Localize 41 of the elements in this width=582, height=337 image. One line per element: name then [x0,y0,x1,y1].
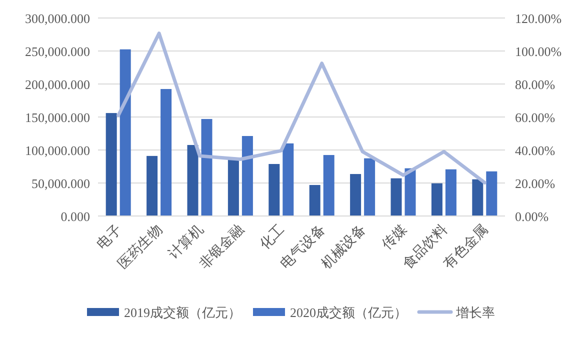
bar [268,164,280,216]
bar [404,168,416,216]
line-series [116,32,486,184]
bar [228,160,239,216]
legend-label: 2019成交额（亿元） [124,305,241,320]
bar [486,171,498,216]
y2-tick-label: 120.00% [515,11,562,26]
y-tick-label: 200,000.000 [25,77,90,92]
y-tick-label: 150,000.000 [25,110,90,125]
y-tick-label: 0.000 [60,209,90,224]
y2-tick-label: 20.00% [515,176,556,191]
bar [282,143,294,216]
bar [106,113,117,216]
bar [120,49,131,216]
y-tick-label: 100,000.000 [25,143,90,158]
y-tick-label: 300,000.000 [25,11,90,26]
legend-label: 增长率 [455,305,495,320]
bar [364,158,376,216]
bar [445,169,456,216]
x-tick-label: 传媒 [378,222,410,253]
y2-tick-label: 40.00% [515,143,556,158]
bar [160,89,172,216]
bar [323,155,334,216]
legend-label: 2020成交额（亿元） [290,305,407,320]
bar [390,178,402,216]
y-tick-label: 50,000.000 [32,176,90,191]
bar [350,174,362,216]
y2-tick-label: 100.00% [515,44,562,59]
y-tick-label: 250,000.000 [25,44,90,59]
y2-tick-label: 60.00% [515,110,556,125]
x-tick-label: 电子 [94,222,126,253]
bar [472,179,484,216]
y2-tick-label: 0.00% [515,209,549,224]
x-tick-label: 化工 [256,222,288,253]
bar [201,118,212,216]
bar [146,156,158,216]
bar [309,184,320,216]
bar [242,136,253,216]
bar [431,183,442,216]
y2-tick-label: 80.00% [515,77,556,92]
bar [187,144,198,216]
